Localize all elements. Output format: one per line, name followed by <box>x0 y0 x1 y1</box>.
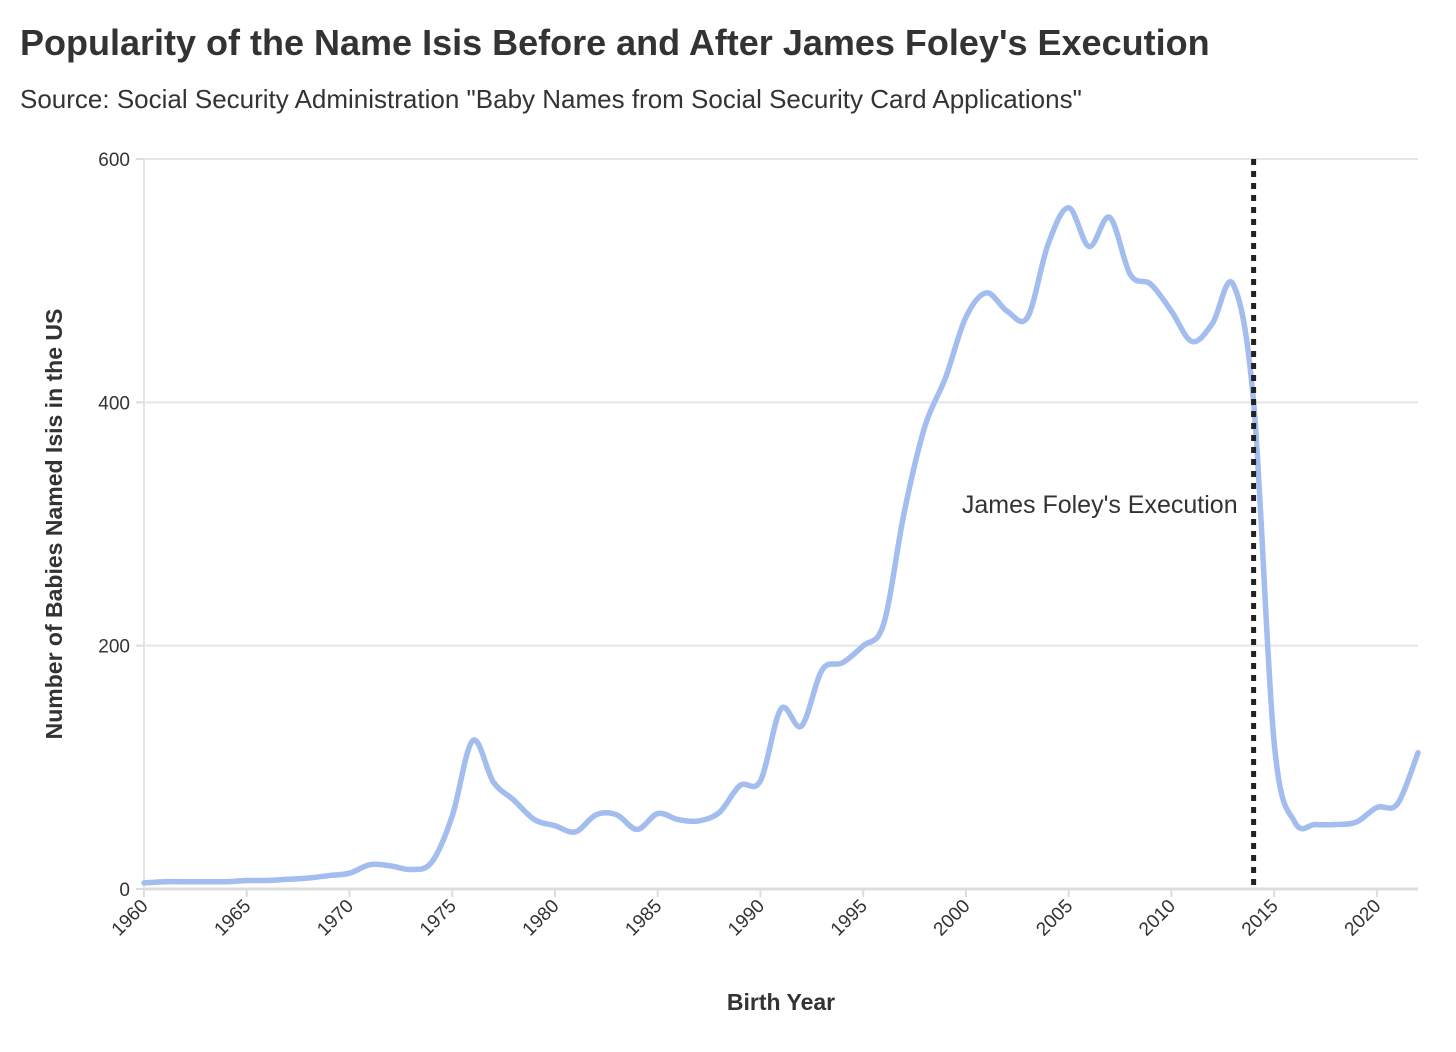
x-tick-label: 1980 <box>519 896 564 941</box>
x-axis-ticks: 1960 1965 1970 1975 1980 1985 1990 1995 2000 2005… <box>108 889 1386 941</box>
x-tick-label: 2000 <box>930 896 975 941</box>
y-tick-label: 200 <box>98 637 130 658</box>
x-tick-label: 1960 <box>108 896 153 941</box>
y-tick-label: 400 <box>98 393 130 414</box>
x-tick-label: 2005 <box>1032 896 1077 941</box>
x-axis-title: Birth Year <box>727 989 835 1015</box>
x-tick-label: 2020 <box>1341 896 1386 941</box>
x-tick-label: 2015 <box>1238 896 1283 941</box>
x-tick-label: 1975 <box>416 896 461 941</box>
gridlines <box>143 158 1418 891</box>
series-layer <box>141 204 1421 886</box>
y-axis-ticks: 0 200 400 600 <box>98 150 144 901</box>
annotation-layer: James Foley's Execution <box>962 159 1257 889</box>
y-axis-title: Number of Babies Named Isis in the US <box>41 309 67 740</box>
y-tick-label: 600 <box>98 150 130 171</box>
chart-subtitle: Source: Social Security Administration "… <box>20 84 1082 114</box>
execution-annotation-label: James Foley's Execution <box>962 491 1238 519</box>
x-tick-label: 1970 <box>313 896 358 941</box>
y-tick-label: 0 <box>119 880 130 901</box>
x-tick-label: 2010 <box>1135 896 1180 941</box>
chart-title: Popularity of the Name Isis Before and A… <box>20 22 1210 63</box>
x-tick-label: 1990 <box>724 896 769 941</box>
x-tick-label: 1995 <box>827 896 872 941</box>
x-tick-label: 1965 <box>211 896 256 941</box>
series-line-0 <box>141 204 1421 886</box>
x-tick-label: 1985 <box>621 896 666 941</box>
